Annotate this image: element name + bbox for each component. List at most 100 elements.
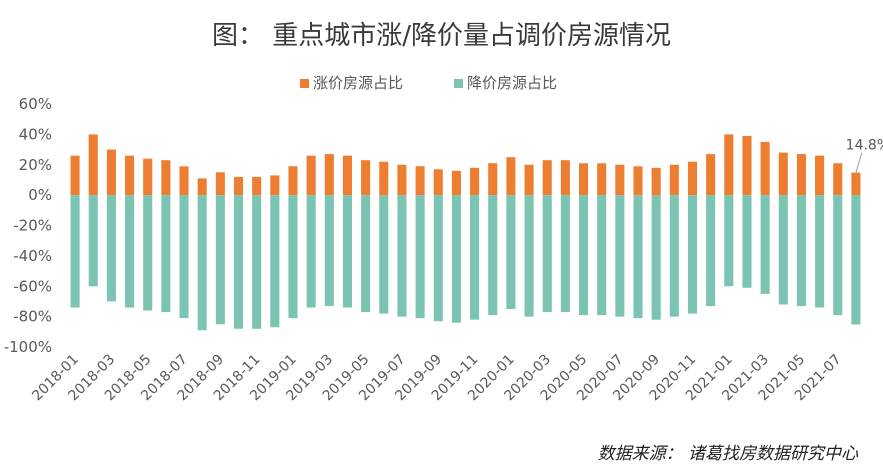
bar-fall — [815, 195, 825, 308]
bar-fall — [851, 195, 861, 325]
bar-rise — [161, 160, 171, 196]
bar-rise — [252, 176, 262, 196]
bar-fall — [615, 195, 625, 317]
bar-fall — [578, 195, 589, 316]
bar-fall — [470, 195, 480, 320]
y-tick-label: 20% — [19, 156, 52, 174]
y-tick-label: -60% — [13, 277, 52, 295]
annotations: 14.8% — [846, 138, 883, 173]
bar-rise — [506, 157, 516, 196]
legend-label: 降价房源占比 — [467, 74, 557, 92]
bar-fall — [125, 195, 135, 308]
bar-rise — [488, 163, 498, 196]
bar-rise — [433, 169, 443, 196]
y-tick-label: 60% — [19, 95, 52, 113]
source-note: 数据来源： 诸葛找房数据研究中心 — [598, 444, 859, 464]
bar-rise — [361, 160, 371, 196]
bar-rise — [288, 166, 298, 196]
bar-rise — [324, 154, 334, 196]
bar-rise — [143, 158, 153, 196]
bar-rise — [724, 134, 734, 196]
bar-fall — [288, 195, 298, 319]
bar-fall — [778, 195, 788, 305]
bar-fall — [215, 195, 225, 325]
y-tick-label: -80% — [13, 308, 52, 326]
bar-rise — [88, 134, 98, 196]
bar-fall — [706, 195, 716, 306]
bar-fall — [197, 195, 207, 331]
bar-rise — [669, 164, 679, 196]
bar-fall — [306, 195, 316, 308]
y-tick-label: 40% — [19, 125, 52, 143]
bar-fall — [687, 195, 698, 314]
x-axis: 2018-012018-032018-052018-072018-092018-… — [29, 352, 844, 405]
y-tick-label: 0% — [28, 186, 52, 204]
y-axis: 60% 40% 20% 0% -20% -40% -60% -80% -100% — [4, 95, 52, 356]
bar-fall — [342, 195, 353, 308]
bar-rise — [815, 155, 825, 196]
bar-fall — [833, 195, 843, 316]
bar-fall — [270, 195, 280, 328]
bar-rise — [106, 149, 116, 196]
bar-rise — [706, 154, 716, 196]
bar-rise — [70, 155, 80, 196]
data-label: 14.8% — [846, 138, 883, 154]
bar-rise — [379, 161, 389, 196]
bar-fall — [524, 195, 534, 317]
bar-rise — [597, 163, 607, 196]
bar-fall — [651, 195, 661, 320]
y-tick-label: -40% — [13, 247, 52, 265]
bar-fall — [506, 195, 516, 310]
bar-fall — [179, 195, 189, 319]
bar-fall — [669, 195, 679, 317]
bar-rise — [687, 161, 698, 196]
bar-rise — [560, 160, 570, 196]
bar-rise — [651, 167, 661, 196]
bar-fall — [397, 195, 407, 317]
bar-fall — [88, 195, 98, 287]
bar-rise — [233, 176, 244, 196]
bar-rise — [524, 164, 534, 196]
bar-fall — [633, 195, 643, 319]
bar-rise — [470, 167, 480, 196]
bars — [70, 134, 861, 331]
bar-fall — [451, 195, 461, 323]
bar-fall — [233, 195, 244, 329]
y-tick-label: -20% — [13, 217, 52, 235]
bar-rise — [270, 175, 280, 196]
bar-fall — [252, 195, 262, 329]
bar-fall — [742, 195, 752, 288]
legend: 涨价房源占比 降价房源占比 — [300, 74, 557, 92]
bar-rise — [415, 166, 425, 196]
legend-swatch — [454, 79, 463, 88]
bar-fall — [143, 195, 153, 311]
bar-fall — [415, 195, 425, 319]
bar-fall — [560, 195, 570, 313]
bar-rise — [742, 135, 752, 196]
bar-fall — [361, 195, 371, 313]
bar-rise — [833, 163, 843, 196]
y-tick-label: -100% — [4, 338, 52, 356]
bar-rise — [342, 155, 353, 196]
bar-fall — [106, 195, 116, 302]
bar-rise — [796, 154, 806, 196]
bar-rise — [179, 166, 189, 196]
bar-rise — [778, 152, 788, 196]
bar-fall — [760, 195, 770, 294]
bar-rise — [578, 163, 589, 196]
bar-rise — [760, 141, 770, 196]
bar-rise — [615, 164, 625, 196]
chart-title: 图： 重点城市涨/降价量占调价房源情况 — [212, 21, 671, 51]
annotation-leader — [855, 152, 863, 173]
bar-fall — [488, 195, 498, 316]
legend-swatch — [300, 79, 309, 88]
legend-label: 涨价房源占比 — [313, 74, 403, 92]
bar-fall — [796, 195, 806, 306]
bar-rise — [851, 172, 861, 196]
bar-fall — [161, 195, 171, 313]
bar-fall — [542, 195, 552, 313]
bar-rise — [197, 178, 207, 196]
bar-rise — [306, 155, 316, 196]
bar-rise — [451, 170, 461, 196]
